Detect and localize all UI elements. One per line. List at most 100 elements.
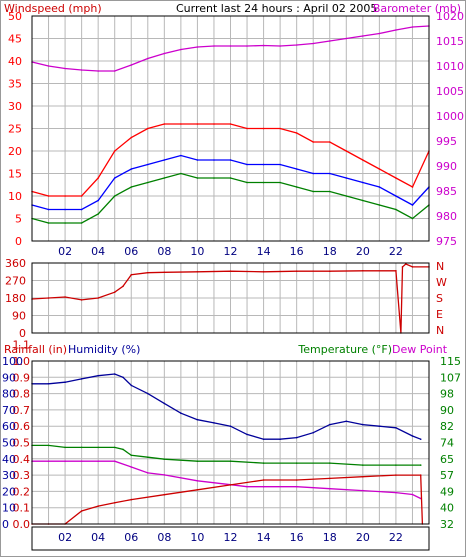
tick-label-hour: 04 <box>91 245 105 258</box>
data-point-humidity <box>147 392 149 395</box>
tick-label-humidity: 100 <box>2 355 23 368</box>
data-point-speed <box>229 159 232 161</box>
data-point-low <box>378 204 381 206</box>
tick-label-hour-bottom: 08 <box>157 531 171 544</box>
data-point-direction <box>130 273 133 276</box>
tick-label-rainfall: 0.1 <box>13 502 31 515</box>
tick-label-hour-bottom: 12 <box>224 531 238 544</box>
data-point-temperature <box>362 464 364 466</box>
data-point-barometer <box>246 45 248 47</box>
tick-label-rainfall: 0.2 <box>13 485 31 498</box>
data-point-rainfall <box>229 484 232 486</box>
data-point-temperature <box>80 446 83 449</box>
data-point-low <box>130 186 133 188</box>
data-point-direction <box>64 296 66 298</box>
data-point-speed <box>196 159 199 161</box>
data-point-gust <box>196 123 199 125</box>
tick-label-rainfall: 1.1 <box>13 339 31 352</box>
tick-label-hour: 18 <box>323 245 337 258</box>
data-point-low <box>113 195 116 197</box>
data-point-speed <box>395 195 397 197</box>
data-point-dewpoint <box>130 466 133 468</box>
tick-label-hour: 08 <box>157 245 171 258</box>
tick-label-hour-bottom: 14 <box>257 531 271 544</box>
data-point-gust <box>64 195 66 197</box>
panel-wind-barometer: Windspeed (mph) Current last 24 hours : … <box>4 2 464 258</box>
data-point-rainfall <box>362 475 364 478</box>
data-point-rainfall <box>80 510 83 512</box>
tick-label-barometer: 1010 <box>436 60 464 73</box>
tick-label-temperature: 57 <box>440 469 454 482</box>
data-point-speed <box>130 168 133 170</box>
tick-label-hour: 14 <box>257 245 271 258</box>
data-point-low <box>80 222 83 224</box>
tick-label-windspeed: 50 <box>8 10 22 23</box>
tick-label-hour: 20 <box>356 245 370 258</box>
tick-label-degrees: 90 <box>12 310 26 323</box>
data-point-barometer <box>395 29 397 31</box>
tick-label-rainfall: 0.8 <box>13 388 31 401</box>
data-point-speed <box>147 163 149 166</box>
data-point-gust <box>295 132 298 134</box>
data-point-temperature <box>295 462 298 464</box>
tick-label-compass: W <box>436 276 447 289</box>
data-point-barometer <box>312 42 315 45</box>
data-point-humidity <box>113 373 116 375</box>
data-point-dewpoint <box>196 480 199 482</box>
data-point-dewpoint <box>246 485 248 488</box>
tick-label-humidity: 30 <box>2 469 16 482</box>
data-point-speed <box>312 172 315 175</box>
tick-label-rainfall: 0.9 <box>13 371 31 384</box>
tick-label-humidity: 70 <box>2 404 16 417</box>
data-point-low <box>147 181 149 184</box>
series-direction <box>31 263 429 334</box>
data-point-low <box>395 208 397 211</box>
data-point-temperature <box>395 464 397 466</box>
tick-label-hour-bottom: 18 <box>323 531 337 544</box>
data-point-temperature <box>130 454 133 457</box>
data-point-speed <box>213 159 215 161</box>
data-point-direction <box>47 297 50 299</box>
data-point-humidity <box>196 418 199 421</box>
tick-label-hour: 06 <box>124 245 138 258</box>
tick-label-compass: S <box>436 292 443 305</box>
data-point-humidity <box>64 381 66 384</box>
data-point-barometer <box>163 52 166 55</box>
tick-label-hour-bottom: 02 <box>58 531 72 544</box>
data-point-low <box>312 190 315 193</box>
data-point-gust <box>246 127 248 130</box>
data-point-temperature <box>196 460 199 463</box>
data-point-low <box>229 177 232 179</box>
data-point-low <box>345 195 348 197</box>
data-point-dewpoint <box>329 487 331 490</box>
data-point-humidity <box>80 378 83 380</box>
data-point-speed <box>345 177 348 179</box>
tick-label-degrees: 360 <box>5 257 26 270</box>
tick-label-windspeed: 35 <box>8 78 22 91</box>
temperature-axis-label: Temperature (°F) <box>297 343 392 356</box>
data-point-low <box>180 172 182 175</box>
data-point-gust <box>97 177 99 179</box>
data-point-speed <box>180 154 182 157</box>
tick-label-windspeed: 15 <box>8 168 22 181</box>
tick-label-barometer: 1000 <box>436 110 464 123</box>
data-point-dewpoint <box>64 460 66 463</box>
data-point-rainfall <box>113 502 116 504</box>
data-point-low <box>213 177 215 179</box>
data-point-barometer <box>130 64 133 66</box>
data-point-gust <box>229 123 232 125</box>
data-point-direction <box>113 291 116 294</box>
data-point-dewpoint <box>147 472 149 474</box>
data-point-low <box>246 181 248 184</box>
data-point-temperature <box>229 460 232 463</box>
data-point-speed <box>378 186 381 188</box>
data-point-dewpoint <box>113 460 116 463</box>
data-point-speed <box>262 163 265 166</box>
data-point-speed <box>80 208 83 211</box>
tick-label-humidity: 20 <box>2 485 16 498</box>
tick-label-windspeed: 0 <box>15 235 22 248</box>
tick-label-barometer: 985 <box>436 185 457 198</box>
